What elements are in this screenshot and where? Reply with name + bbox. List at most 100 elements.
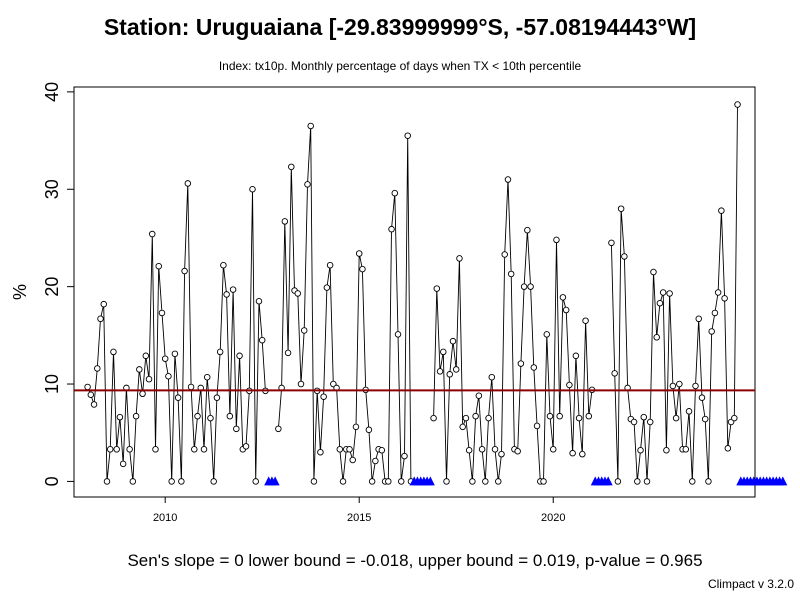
data-point [443, 478, 450, 485]
data-point [566, 381, 573, 389]
data-point [559, 294, 567, 301]
data-point [187, 383, 195, 391]
data-point [223, 291, 230, 298]
data-point [689, 478, 696, 485]
data-point [659, 289, 667, 296]
data-point [701, 415, 709, 423]
data-point [307, 122, 314, 130]
data-point [575, 414, 583, 422]
data-point [165, 372, 172, 380]
data-point [705, 478, 712, 485]
data-point [524, 226, 531, 234]
data-point [721, 295, 728, 302]
data-point [213, 394, 221, 401]
data-point [90, 401, 98, 408]
data-point [110, 348, 117, 356]
data-point [281, 218, 289, 225]
plot-frame [73, 86, 756, 498]
data-point [136, 366, 143, 373]
x-tick-label: 2020 [541, 512, 565, 524]
data-point [669, 382, 677, 390]
data-point [317, 448, 324, 456]
data-point [491, 446, 499, 453]
data-point [465, 447, 473, 454]
data-point [446, 371, 453, 378]
data-point [579, 450, 586, 458]
data-point [676, 380, 683, 388]
data-point [106, 446, 114, 453]
data-point [569, 449, 576, 457]
data-point [300, 327, 308, 334]
y-tick-label: 30 [42, 179, 62, 199]
data-point [184, 180, 192, 187]
data-point [149, 230, 156, 238]
data-point [359, 265, 366, 273]
data-point [191, 446, 198, 453]
x-tick-label: 2010 [153, 512, 177, 524]
series-line [277, 125, 412, 482]
data-point [194, 412, 201, 420]
data-point [436, 368, 444, 375]
y-tick-label: 0 [42, 476, 62, 486]
data-point [297, 380, 305, 388]
data-point [614, 478, 622, 485]
series-line [87, 183, 266, 482]
chart-subtitle: Index: tx10p. Monthly percentage of days… [218, 59, 582, 73]
data-point [404, 132, 411, 139]
data-point [611, 370, 618, 377]
data-point [640, 413, 648, 421]
data-point [355, 250, 363, 257]
data-point [388, 225, 395, 233]
data-point [469, 478, 476, 485]
data-point [501, 251, 508, 258]
data-point [475, 392, 483, 399]
y-tick-label: 20 [42, 277, 62, 297]
y-axis-label: % [10, 284, 30, 300]
data-point [452, 366, 460, 373]
data-point [430, 414, 437, 422]
data-point [540, 478, 547, 485]
data-point [530, 364, 538, 371]
data-point [514, 447, 521, 455]
trend-statistics: Sen's slope = 0 lower bound = -0.018, up… [127, 551, 703, 570]
data-point [116, 413, 124, 421]
data-point [158, 309, 166, 317]
data-point [734, 101, 741, 108]
data-point [630, 418, 638, 426]
data-point [504, 176, 512, 183]
data-point [210, 478, 217, 485]
data-point [378, 447, 386, 454]
data-point [527, 283, 534, 290]
data-point [258, 336, 266, 344]
data-point [152, 446, 159, 453]
data-point [556, 412, 563, 420]
x-tick-label: 2015 [347, 512, 371, 524]
data-point [621, 253, 628, 260]
data-point [365, 426, 373, 434]
data-point [336, 446, 344, 453]
data-point [520, 283, 528, 290]
data-point [462, 414, 470, 422]
data-point [488, 373, 496, 381]
data-point [203, 373, 211, 381]
data-point [397, 478, 405, 485]
data-point [533, 422, 541, 430]
data-point [698, 394, 706, 401]
data-point [714, 289, 722, 296]
data-point [549, 446, 557, 453]
data-point [478, 446, 486, 453]
data-point [368, 478, 376, 485]
data-point [685, 408, 693, 415]
data-point [682, 446, 690, 453]
data-point [456, 255, 463, 262]
data-point [449, 337, 457, 345]
data-point [562, 306, 570, 314]
data-point [352, 423, 360, 431]
data-point [543, 331, 551, 338]
data-point [97, 315, 104, 323]
data-point [320, 393, 327, 400]
data-point [145, 375, 153, 383]
data-point [472, 412, 479, 420]
data-point [608, 239, 615, 247]
